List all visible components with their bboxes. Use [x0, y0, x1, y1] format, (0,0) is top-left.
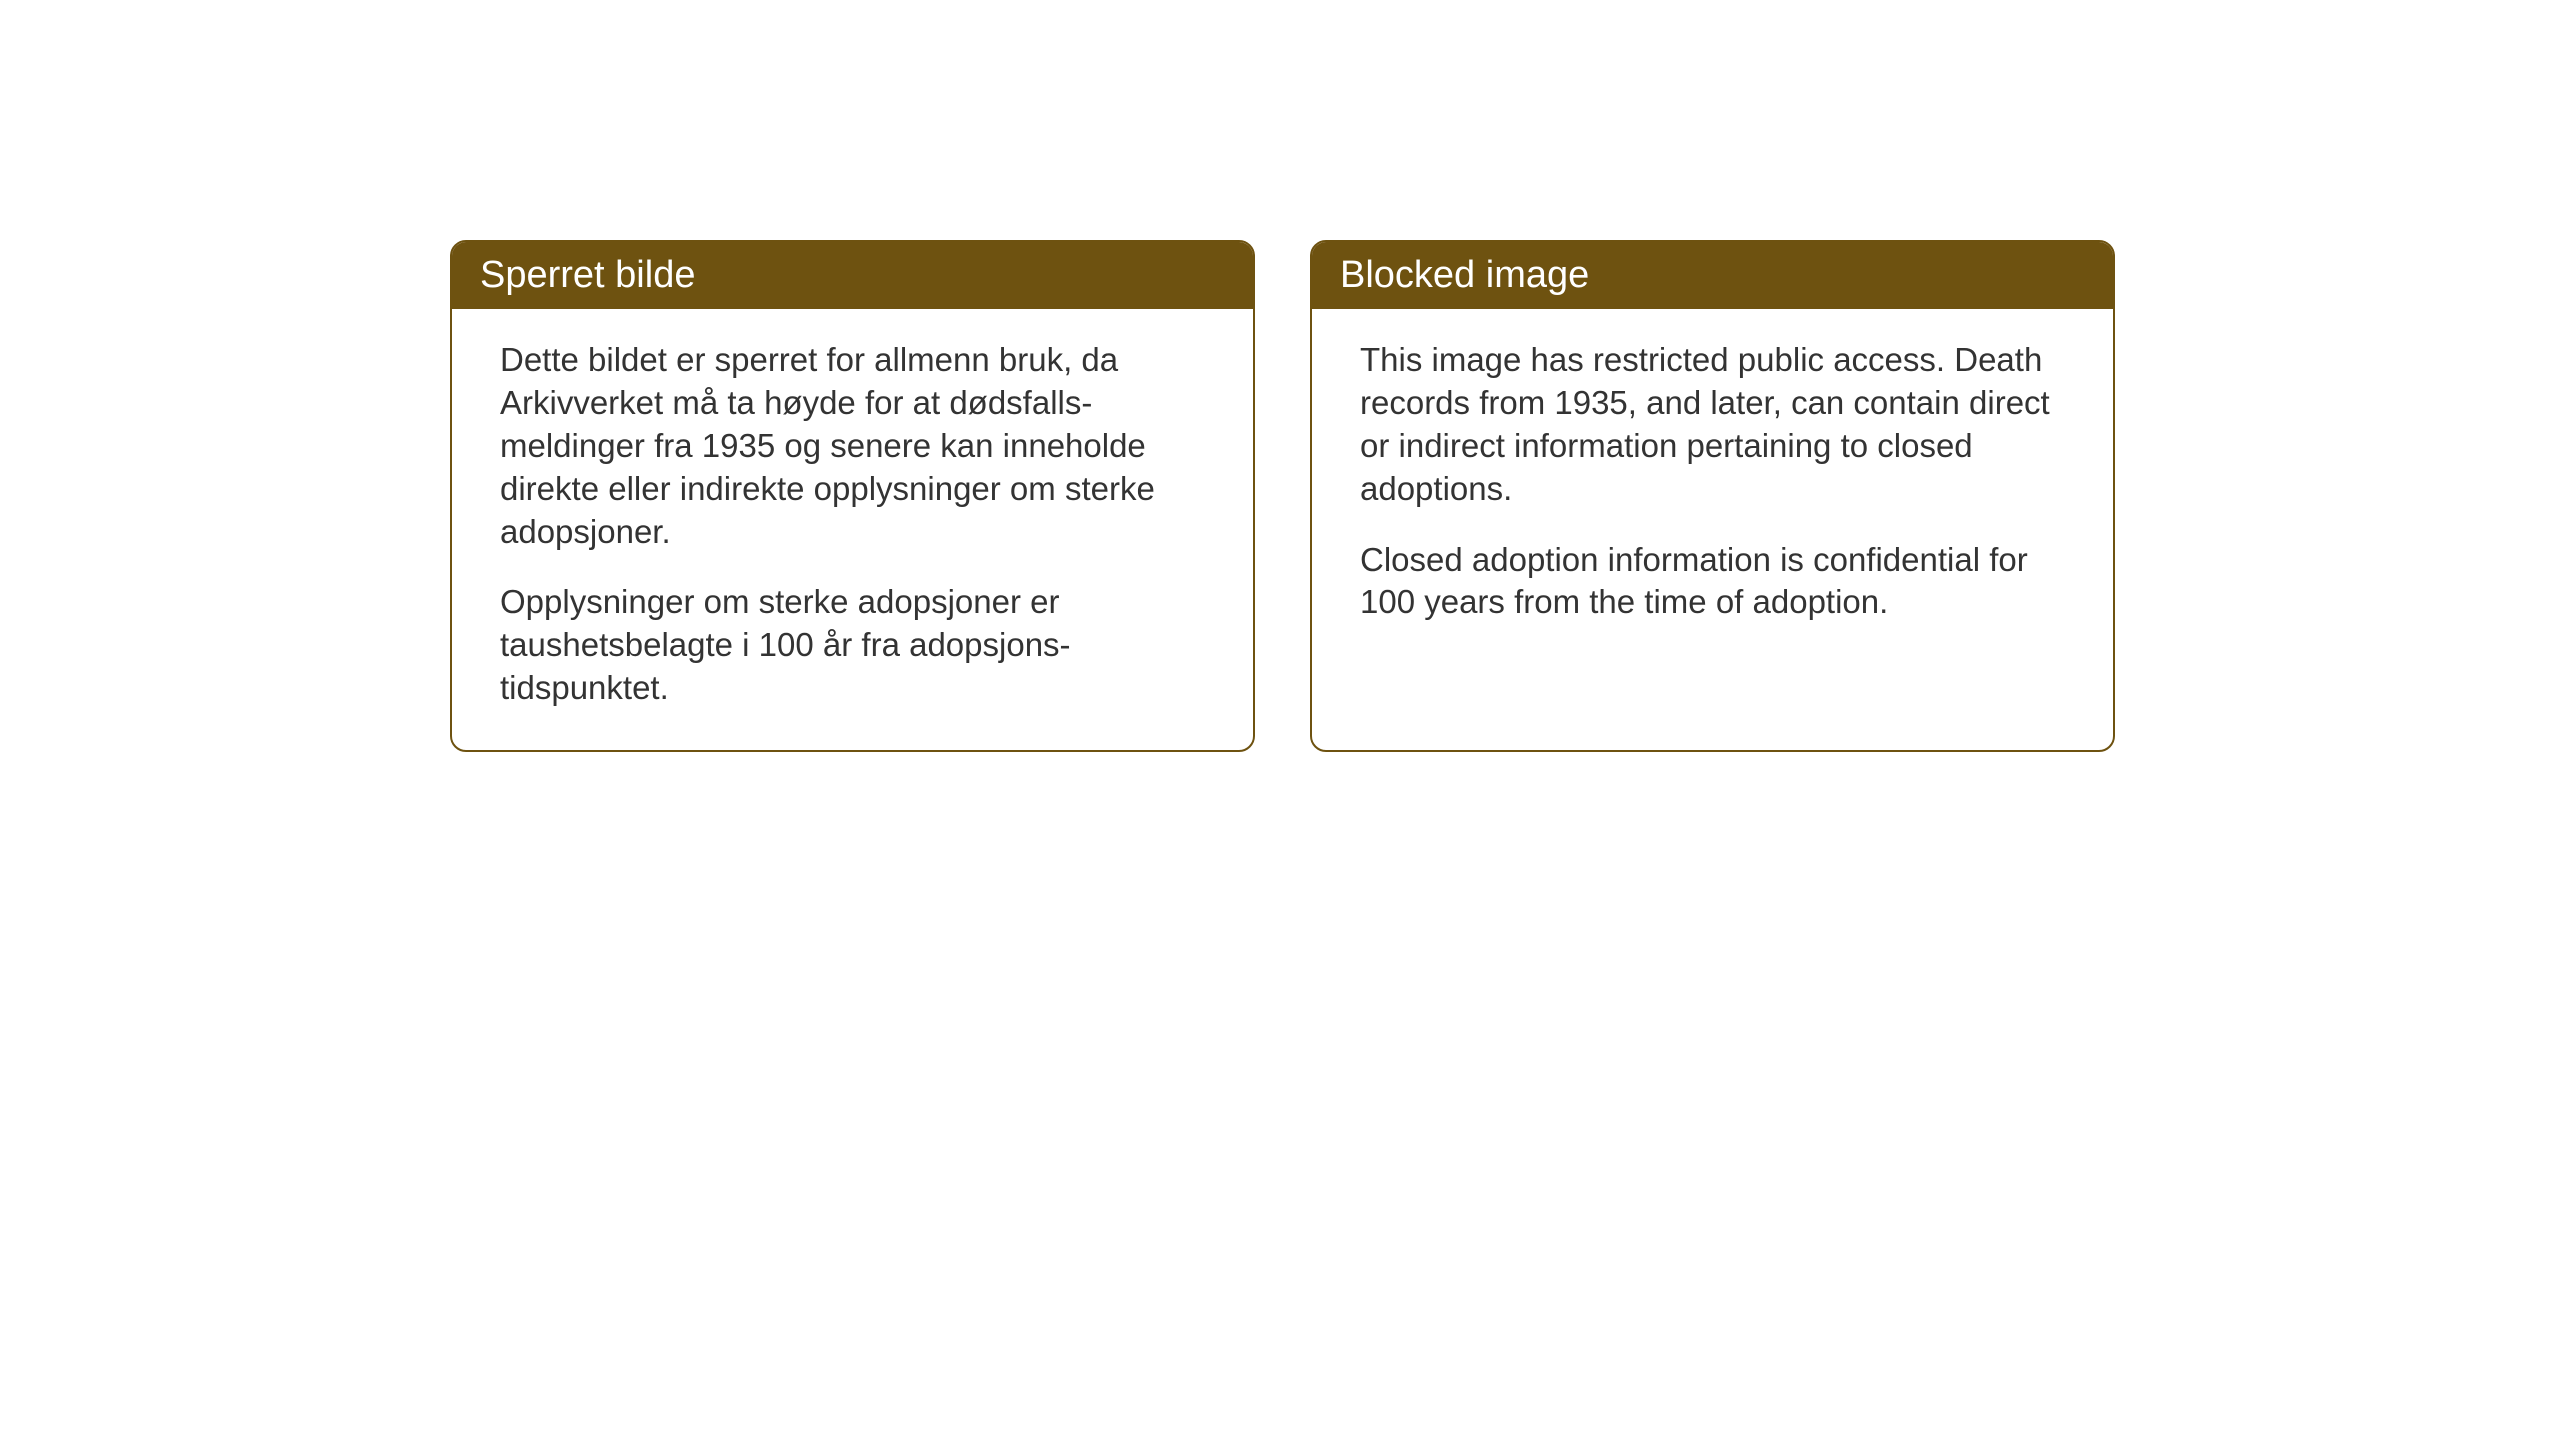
english-notice-card: Blocked image This image has restricted … — [1310, 240, 2115, 752]
english-card-title: Blocked image — [1312, 242, 2113, 309]
norwegian-paragraph-1: Dette bildet er sperret for allmenn bruk… — [500, 339, 1205, 553]
norwegian-card-title: Sperret bilde — [452, 242, 1253, 309]
english-card-body: This image has restricted public access.… — [1312, 309, 2113, 709]
norwegian-card-body: Dette bildet er sperret for allmenn bruk… — [452, 309, 1253, 750]
norwegian-notice-card: Sperret bilde Dette bildet er sperret fo… — [450, 240, 1255, 752]
notice-cards-container: Sperret bilde Dette bildet er sperret fo… — [0, 0, 2560, 752]
english-paragraph-2: Closed adoption information is confident… — [1360, 539, 2065, 625]
english-paragraph-1: This image has restricted public access.… — [1360, 339, 2065, 511]
norwegian-paragraph-2: Opplysninger om sterke adopsjoner er tau… — [500, 581, 1205, 710]
